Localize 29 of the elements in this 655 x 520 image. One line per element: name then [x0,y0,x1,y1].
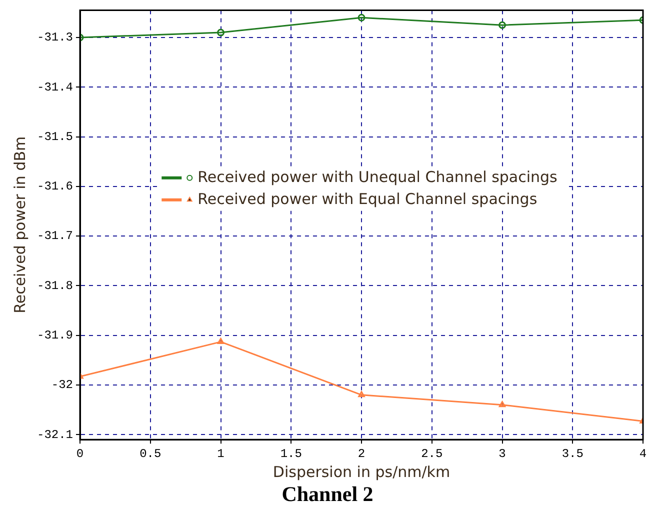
point [498,21,506,29]
y-tick-label: -31.5 [36,130,74,144]
point [498,401,506,408]
point [217,338,224,344]
y-tick-label: -32 [51,378,74,392]
y-tick-label: -31.4 [36,80,74,94]
x-axis-title: Dispersion in ps/nm/km [272,462,450,481]
x-tick-label: 1.5 [280,446,302,461]
x-tick-label: 1 [217,446,224,461]
x-tick-label: 2.5 [421,446,443,461]
point [217,28,225,36]
y-tick-label: -31.6 [36,180,74,194]
x-tick-label: 4 [639,446,647,461]
x-tick-label: 2 [358,446,366,461]
x-tick-label: 0.5 [140,446,162,461]
y-tick-label: -31.3 [36,30,74,45]
legend-label: Received power with Equal Channel spacings [198,190,538,208]
x-tick-label: 0 [76,446,84,461]
x-tick-label: 3 [498,446,506,461]
y-axis-title: Received power in dBm [10,136,29,314]
y-tick-label: -32.1 [36,428,74,442]
y-tick-label: -31.9 [36,328,74,343]
y-tick-label: -31.7 [36,229,74,244]
text: Channel 2 [280,482,374,507]
point [358,14,366,22]
x-tick-label: 3.5 [562,446,584,461]
y-tick-label: -31.8 [36,278,74,293]
point [358,391,365,398]
legend-label: Received power with Unequal Channel spacings [198,168,558,186]
